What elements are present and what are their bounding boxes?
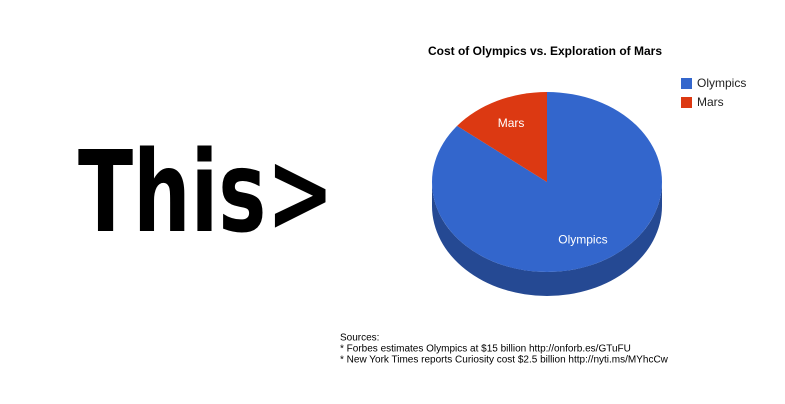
pie-slice (457, 92, 547, 182)
legend-label: Mars (697, 95, 724, 109)
chart-title: Cost of Olympics vs. Exploration of Mars (428, 44, 662, 58)
legend-swatch (681, 97, 692, 108)
source-line: * Forbes estimates Olympics at $15 billi… (340, 344, 631, 355)
headline: This> (78, 128, 334, 258)
slice-label: Olympics (558, 233, 607, 247)
source-line: * New York Times reports Curiosity cost … (340, 355, 669, 366)
slice-label: Mars (498, 116, 525, 130)
sources-heading: Sources: (340, 333, 379, 344)
legend-swatch (681, 78, 692, 89)
legend-label: Olympics (697, 76, 746, 90)
pie-side (432, 182, 662, 296)
